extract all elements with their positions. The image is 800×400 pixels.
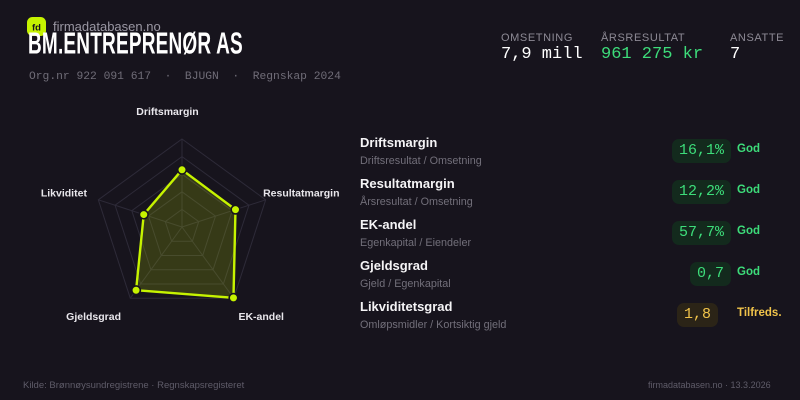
svg-text:Likviditet: Likviditet	[41, 188, 88, 200]
svg-text:Resultatmargin: Resultatmargin	[263, 188, 339, 200]
svg-text:EK-andel: EK-andel	[238, 311, 284, 323]
svg-text:Gjeldsgrad: Gjeldsgrad	[66, 311, 121, 323]
svg-text:Driftsmargin: Driftsmargin	[136, 106, 198, 118]
